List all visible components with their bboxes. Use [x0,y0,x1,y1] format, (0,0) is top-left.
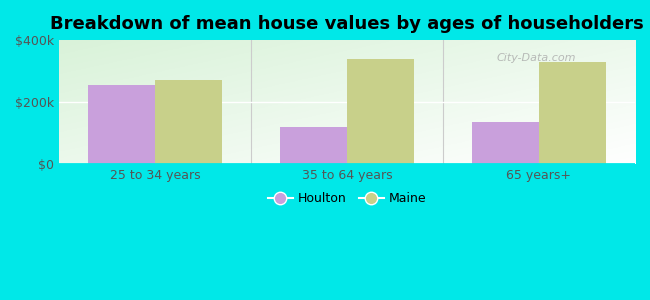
Title: Breakdown of mean house values by ages of householders: Breakdown of mean house values by ages o… [50,15,644,33]
Bar [347,59,414,164]
Bar [472,122,539,164]
Bar [155,80,222,164]
Legend: Houlton, Maine: Houlton, Maine [263,187,432,210]
Text: City-Data.com: City-Data.com [497,53,577,63]
Bar [280,127,347,164]
Bar [539,62,606,164]
Bar [88,85,155,164]
